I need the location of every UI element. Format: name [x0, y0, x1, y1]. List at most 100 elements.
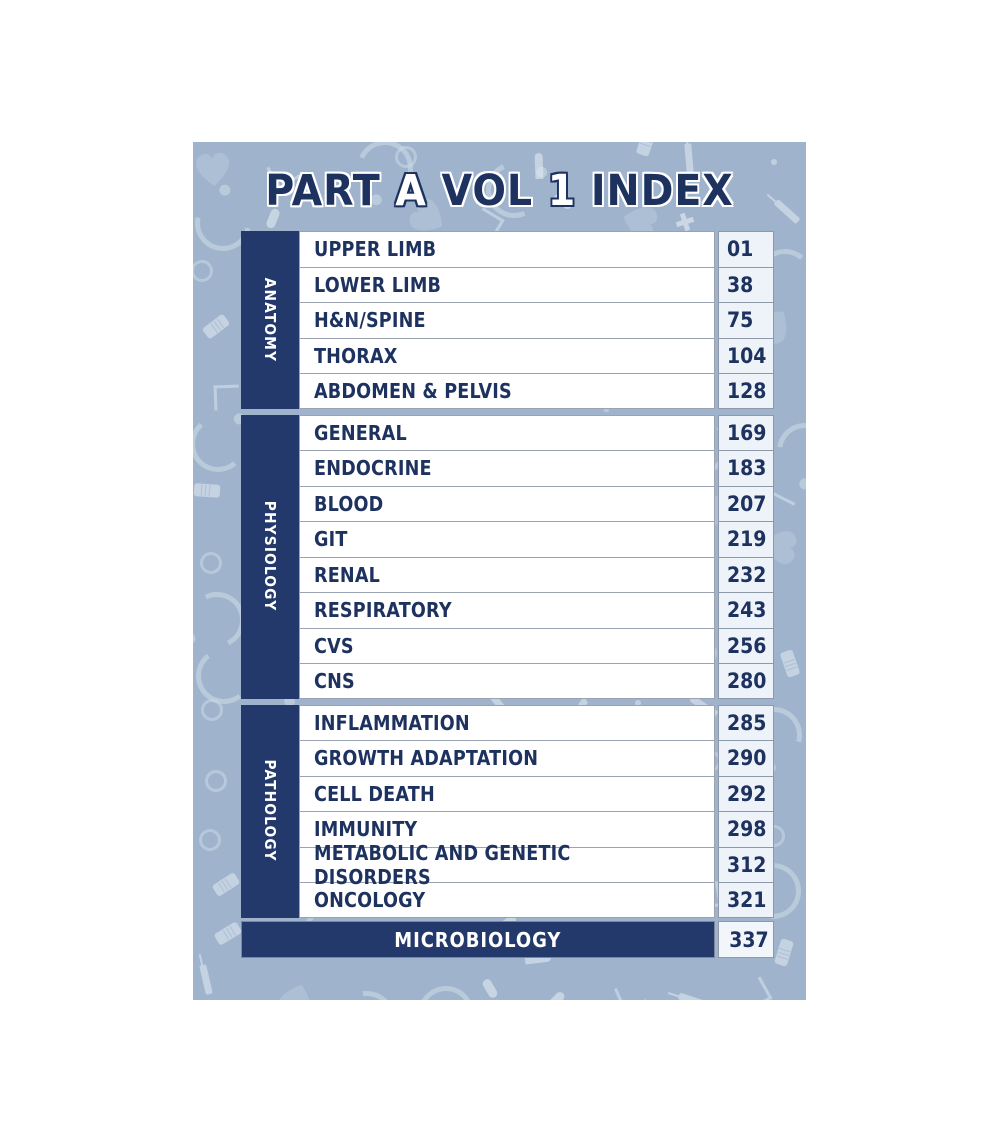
table-row[interactable]: CVS 256 [299, 627, 774, 663]
page-number: 292 [718, 775, 774, 811]
title-highlight-glyph: A [395, 166, 427, 216]
section-tab-anatomy[interactable]: ANATOMY [241, 231, 299, 409]
topic-name: GIT [299, 521, 715, 557]
topic-name-text: GIT [314, 527, 348, 552]
page-number: 298 [718, 811, 774, 847]
topic-name-text: CNS [314, 668, 355, 693]
section-tab-label: PATHOLOGY [261, 759, 279, 863]
table-row[interactable]: METABOLIC AND GENETIC DISORDERS 312 [299, 841, 774, 889]
ban-icon [201, 313, 230, 340]
section-tab-pathology[interactable]: PATHOLOGY [241, 704, 299, 918]
topic-name: METABOLIC AND GENETIC DISORDERS [299, 841, 715, 889]
page-number-text: 38 [727, 272, 754, 297]
topic-name-text: RESPIRATORY [314, 598, 452, 623]
page-number-text: 01 [727, 237, 754, 262]
steth-icon [328, 979, 407, 1000]
topic-name: GROWTH ADAPTATION [299, 740, 715, 776]
ban-icon [774, 937, 795, 967]
topic-name-text: BLOOD [314, 491, 384, 516]
table-row[interactable]: BLOOD 207 [299, 485, 774, 521]
table-row[interactable]: CELL DEATH 292 [299, 775, 774, 811]
topic-name: ONCOLOGY [299, 882, 715, 918]
ban-icon [211, 872, 241, 898]
page-number: 128 [718, 373, 774, 409]
topic-name-text: ABDOMEN & PELVIS [314, 378, 512, 403]
index-section: PATHOLOGY INFLAMMATION 285 GROWTH ADAPTATIO… [241, 704, 774, 918]
index-section: ANATOMY UPPER LIMB 01 LOWER LIMB 38 H&N/SPINE… [241, 231, 774, 409]
page-number-text: 290 [727, 746, 767, 771]
page-number-text: 75 [727, 308, 754, 333]
table-row[interactable]: ABDOMEN & PELVIS 128 [299, 373, 774, 409]
table-row[interactable]: ONCOLOGY 321 [299, 882, 774, 918]
table-row[interactable]: RESPIRATORY 243 [299, 592, 774, 628]
title-segment: VOL [426, 166, 548, 216]
topic-name: CELL DEATH [299, 775, 715, 811]
topic-name: THORAX [299, 337, 715, 373]
ring-icon [193, 255, 218, 287]
topic-name-text: INFLAMMATION [314, 710, 470, 735]
page-number: 169 [718, 414, 774, 450]
scis-icon [213, 384, 240, 411]
table-row[interactable]: GENERAL 169 [299, 414, 774, 450]
page-number: 183 [718, 450, 774, 486]
table-row[interactable]: LOWER LIMB 38 [299, 266, 774, 302]
page-number: 280 [718, 663, 774, 699]
dot-icon [770, 158, 777, 166]
topic-name-text: RENAL [314, 562, 381, 587]
table-row[interactable]: CNS 280 [299, 663, 774, 699]
table-row[interactable]: INFLAMMATION 285 [299, 704, 774, 740]
table-row[interactable]: RENAL 232 [299, 556, 774, 592]
ring-icon [197, 549, 225, 577]
topic-name: ABDOMEN & PELVIS [299, 373, 715, 409]
section-tab-label: PHYSIOLOGY [261, 501, 279, 612]
index-section: PHYSIOLOGY GENERAL 169 ENDOCRINE 183 BLOOD 207… [241, 414, 774, 699]
table-row[interactable]: GROWTH ADAPTATION 290 [299, 740, 774, 776]
table-row[interactable]: GIT 219 [299, 521, 774, 557]
ring-icon [200, 699, 223, 722]
page-number: 75 [718, 302, 774, 338]
topic-name: UPPER LIMB [299, 231, 715, 267]
ban-icon [193, 483, 221, 498]
table-row[interactable]: UPPER LIMB 01 [299, 231, 774, 267]
ring-icon [202, 767, 231, 796]
title-segment: INDEX [576, 166, 734, 216]
table-row[interactable]: IMMUNITY 298 [299, 811, 774, 847]
page-number-text: 219 [727, 527, 767, 552]
page-number-text: 207 [727, 491, 767, 516]
topic-name: LOWER LIMB [299, 266, 715, 302]
pill-icon [545, 990, 566, 1000]
syr-icon [678, 992, 709, 1000]
table-row[interactable]: H&N/SPINE 75 [299, 302, 774, 338]
page-number: 321 [718, 882, 774, 918]
table-row[interactable]: THORAX 104 [299, 337, 774, 373]
page-number: 207 [718, 485, 774, 521]
scis-icon [614, 979, 648, 1000]
topic-name-text: ONCOLOGY [314, 887, 426, 912]
page-title: PART A VOL 1 INDEX [218, 166, 782, 216]
topic-name: H&N/SPINE [299, 302, 715, 338]
microbiology-page-number: 337 [718, 921, 774, 958]
topic-name-text: ENDOCRINE [314, 456, 432, 481]
topic-name-text: GROWTH ADAPTATION [314, 746, 539, 771]
topic-name-text: METABOLIC AND GENETIC DISORDERS [314, 840, 571, 889]
pill-icon [481, 977, 499, 1000]
topic-name: ENDOCRINE [299, 450, 715, 486]
topic-name-text: GENERAL [314, 420, 407, 445]
steth-icon [406, 974, 486, 1000]
ban-icon [213, 920, 243, 946]
page-number-text: 321 [727, 887, 767, 912]
section-tab-physiology[interactable]: PHYSIOLOGY [241, 414, 299, 699]
topic-name: RENAL [299, 556, 715, 592]
topic-name: CNS [299, 663, 715, 699]
page-number: 285 [718, 704, 774, 740]
table-row-microbiology[interactable]: MICROBIOLOGY 337 [241, 921, 774, 958]
scis-icon [738, 976, 773, 1000]
ban-icon [636, 142, 657, 157]
page-number-text: 104 [727, 343, 767, 368]
page-number: 256 [718, 627, 774, 663]
section-tab-label: ANATOMY [261, 277, 279, 362]
topic-name-text: CVS [314, 633, 354, 658]
title-highlight-glyph: 1 [547, 166, 577, 216]
table-row[interactable]: ENDOCRINE 183 [299, 450, 774, 486]
topic-name-text: IMMUNITY [314, 817, 418, 842]
